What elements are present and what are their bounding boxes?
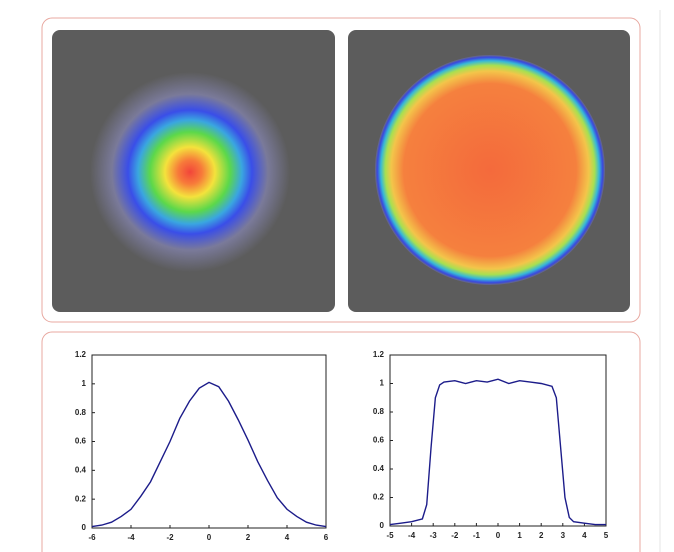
y-tick-label: 1.2	[75, 350, 87, 359]
x-tick-label: -4	[408, 531, 416, 540]
gaussian-spot	[90, 72, 290, 272]
x-tick-label: 2	[539, 531, 544, 540]
line-series	[91, 381, 327, 528]
y-tick-label: 0.2	[75, 494, 87, 503]
y-tick-label: 0.6	[75, 437, 87, 446]
x-tick-label: -3	[430, 531, 438, 540]
x-tick-label: -6	[88, 533, 96, 542]
y-tick-label: 0.8	[75, 408, 87, 417]
x-tick-label: 5	[604, 531, 609, 540]
x-tick-label: 0	[207, 533, 212, 542]
x-tick-label: 0	[496, 531, 501, 540]
x-tick-label: 4	[582, 531, 587, 540]
y-tick-label: 0.4	[373, 464, 385, 473]
x-tick-label: -4	[127, 533, 135, 542]
chart-panel	[41, 331, 641, 552]
y-tick-label: 0	[82, 523, 87, 532]
x-tick-label: 3	[561, 531, 566, 540]
y-tick-label: 0.8	[373, 407, 385, 416]
y-tick-label: 1	[380, 379, 385, 388]
x-tick-label: 1	[517, 531, 522, 540]
y-tick-label: 1.2	[373, 350, 385, 359]
y-tick-label: 0	[380, 521, 385, 530]
line-series	[389, 378, 606, 526]
y-tick-label: 1	[82, 379, 87, 388]
y-tick-label: 0.6	[373, 436, 385, 445]
x-tick-label: -1	[473, 531, 481, 540]
x-tick-label: 6	[324, 533, 329, 542]
y-tick-label: 0.2	[373, 493, 385, 502]
x-tick-label: -5	[386, 531, 394, 540]
flattop-spot	[375, 55, 605, 285]
x-tick-label: 4	[285, 533, 290, 542]
x-tick-label: -2	[451, 531, 459, 540]
x-tick-label: 2	[246, 533, 251, 542]
x-tick-label: -2	[166, 533, 174, 542]
y-tick-label: 0.4	[75, 465, 87, 474]
